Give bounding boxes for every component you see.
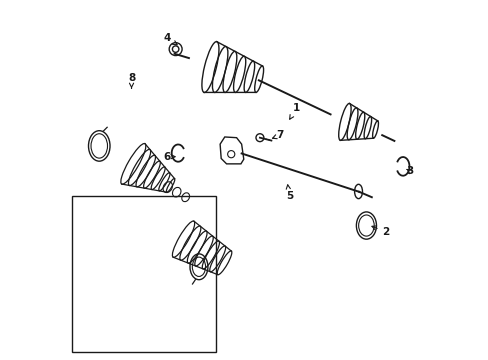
Text: 4: 4 bbox=[163, 33, 177, 45]
Text: 7: 7 bbox=[272, 130, 284, 140]
Text: 2: 2 bbox=[371, 226, 389, 237]
Text: 5: 5 bbox=[285, 185, 292, 201]
Text: 3: 3 bbox=[405, 166, 412, 176]
Text: 8: 8 bbox=[128, 73, 135, 88]
Bar bbox=[72, 196, 215, 352]
Text: 6: 6 bbox=[163, 152, 175, 162]
Text: 1: 1 bbox=[289, 103, 300, 119]
